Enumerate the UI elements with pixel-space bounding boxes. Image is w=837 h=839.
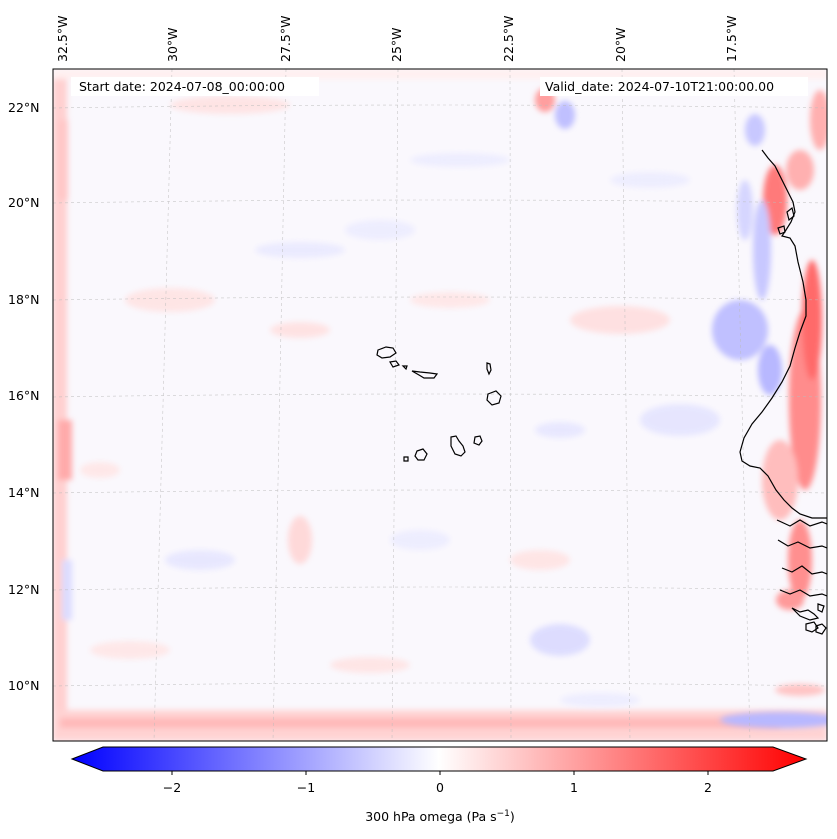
island-santiago: [450, 435, 466, 457]
map-frame: [52, 68, 828, 742]
latitude-labels: 22°N 20°N 18°N 16°N 14°N 12°N 10°N: [8, 100, 40, 693]
island-santa-luzia: [401, 365, 408, 371]
valid-date-box: [540, 77, 808, 96]
lat-label: 20°N: [8, 195, 40, 210]
lat-label: 12°N: [8, 582, 40, 597]
africa-coastline: [739, 149, 827, 635]
lat-label: 16°N: [8, 388, 40, 403]
omega-field-boundary: [53, 69, 827, 741]
colorbar-ticks: [171, 771, 709, 775]
lat-label: 10°N: [8, 678, 40, 693]
island-fogo: [414, 448, 428, 461]
lat-label: 22°N: [8, 100, 40, 115]
valid-date-text: Valid_date: 2024-07-10T21:00:00.00: [545, 79, 774, 94]
lon-label: 32.5°W: [55, 16, 70, 62]
colorbar-tick-label: 2: [704, 780, 712, 795]
graticule: [53, 69, 827, 741]
lon-label: 27.5°W: [278, 16, 293, 62]
lon-label: 20°W: [613, 27, 628, 62]
lat-label: 18°N: [8, 292, 40, 307]
colorbar-label: 300 hPa omega (Pa s−1): [365, 809, 515, 824]
omega-field-features: [80, 96, 720, 707]
lat-label: 14°N: [8, 485, 40, 500]
lon-label: 30°W: [165, 27, 180, 62]
map-background: [53, 69, 827, 741]
island-maio: [473, 435, 483, 446]
island-sao-nicolau: [411, 370, 439, 379]
colorbar-bar: [70, 746, 808, 772]
cape-verde-islands: [376, 346, 502, 462]
lon-label: 17.5°W: [724, 16, 739, 62]
island-sal: [486, 362, 492, 376]
start-date-text: Start date: 2024-07-08_00:00:00: [79, 79, 285, 94]
start-date-box: [71, 77, 319, 96]
map-panel: Start date: 2024-07-08_00:00:00 Valid_da…: [53, 69, 827, 741]
lon-label: 25°W: [389, 27, 404, 62]
longitude-labels: 32.5°W 30°W 27.5°W 25°W 22.5°W 20°W 17.5…: [55, 16, 739, 62]
island-boa-vista: [486, 390, 502, 406]
colorbar: −2 −1 0 1 2 300 hPa omega (Pa s−1): [70, 746, 808, 824]
colorbar-tick-label: 1: [570, 780, 578, 795]
island-sao-vicente: [389, 360, 400, 368]
colorbar-tick-label: −1: [297, 780, 315, 795]
colorbar-tick-label: 0: [436, 780, 444, 795]
island-brava: [403, 456, 409, 462]
island-santo-antao: [376, 346, 397, 359]
lon-label: 22.5°W: [501, 16, 516, 62]
colorbar-tick-label: −2: [163, 780, 181, 795]
